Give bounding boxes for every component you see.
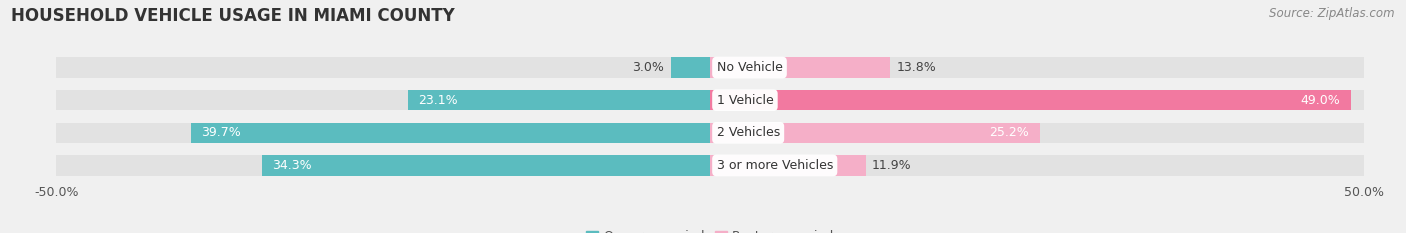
Text: 2 Vehicles: 2 Vehicles: [717, 126, 780, 139]
Text: 13.8%: 13.8%: [897, 61, 936, 74]
Bar: [710, 58, 890, 78]
Bar: [56, 58, 1364, 78]
Bar: [56, 155, 1364, 175]
Bar: [262, 155, 710, 175]
Bar: [408, 90, 710, 110]
Text: 3 or more Vehicles: 3 or more Vehicles: [717, 159, 832, 172]
Text: 25.2%: 25.2%: [990, 126, 1029, 139]
Text: 11.9%: 11.9%: [872, 159, 912, 172]
Legend: Owner-occupied, Renter-occupied: Owner-occupied, Renter-occupied: [586, 230, 834, 233]
Text: 1 Vehicle: 1 Vehicle: [717, 94, 773, 107]
Bar: [56, 90, 1364, 110]
Text: No Vehicle: No Vehicle: [717, 61, 783, 74]
Text: 3.0%: 3.0%: [633, 61, 664, 74]
Text: 23.1%: 23.1%: [419, 94, 458, 107]
Text: Source: ZipAtlas.com: Source: ZipAtlas.com: [1270, 7, 1395, 20]
Bar: [56, 123, 1364, 143]
Text: HOUSEHOLD VEHICLE USAGE IN MIAMI COUNTY: HOUSEHOLD VEHICLE USAGE IN MIAMI COUNTY: [11, 7, 456, 25]
Bar: [710, 123, 1039, 143]
Text: 34.3%: 34.3%: [271, 159, 312, 172]
Bar: [671, 58, 710, 78]
Text: 49.0%: 49.0%: [1301, 94, 1340, 107]
Bar: [191, 123, 710, 143]
Bar: [710, 155, 866, 175]
Bar: [710, 90, 1351, 110]
Text: 39.7%: 39.7%: [201, 126, 242, 139]
